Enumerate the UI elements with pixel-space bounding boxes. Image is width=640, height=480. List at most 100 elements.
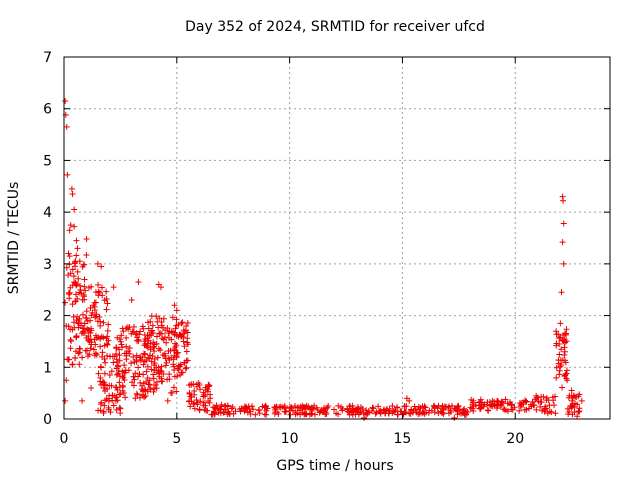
data-point bbox=[355, 405, 362, 412]
data-point bbox=[574, 413, 581, 420]
data-point bbox=[113, 350, 120, 357]
data-point bbox=[241, 408, 248, 415]
data-point bbox=[553, 364, 560, 371]
data-point bbox=[150, 375, 157, 382]
data-point bbox=[137, 357, 144, 364]
data-point bbox=[102, 359, 109, 366]
y-tick-label: 0 bbox=[43, 412, 52, 428]
data-point bbox=[137, 354, 144, 361]
data-point bbox=[169, 314, 176, 321]
data-point bbox=[188, 393, 195, 400]
data-point bbox=[79, 263, 86, 270]
data-point bbox=[143, 368, 150, 375]
data-point bbox=[83, 236, 90, 243]
axis-ticks: 0 5 10 15 20 0 1 2 3 4 5 6 7 bbox=[43, 50, 610, 447]
data-point bbox=[317, 408, 324, 415]
data-point bbox=[187, 403, 194, 410]
data-point bbox=[104, 333, 111, 340]
data-point bbox=[76, 345, 83, 352]
data-point bbox=[566, 408, 573, 415]
data-point bbox=[211, 408, 218, 415]
data-point bbox=[163, 339, 170, 346]
data-point bbox=[133, 352, 140, 359]
data-point bbox=[569, 397, 576, 404]
data-point bbox=[431, 403, 438, 410]
data-point bbox=[102, 397, 109, 404]
data-point bbox=[95, 334, 102, 341]
data-point bbox=[151, 348, 158, 355]
data-point bbox=[232, 408, 239, 415]
data-point bbox=[550, 397, 557, 404]
data-point bbox=[263, 411, 270, 418]
data-point bbox=[157, 347, 164, 354]
data-point bbox=[71, 260, 78, 267]
data-point bbox=[76, 258, 83, 265]
data-point bbox=[538, 393, 545, 400]
data-point bbox=[375, 403, 382, 410]
data-point bbox=[67, 345, 74, 352]
data-point bbox=[92, 350, 99, 357]
data-point bbox=[99, 284, 106, 291]
data-point bbox=[181, 343, 188, 350]
data-point bbox=[119, 325, 126, 332]
data-point bbox=[88, 384, 95, 391]
data-point bbox=[190, 401, 197, 408]
data-point bbox=[104, 352, 111, 359]
data-point bbox=[576, 391, 583, 398]
data-point bbox=[556, 335, 563, 342]
data-point bbox=[518, 401, 525, 408]
data-point bbox=[478, 402, 485, 409]
data-point bbox=[176, 331, 183, 338]
y-axis-label: SRMTID / TECUs bbox=[6, 182, 22, 295]
data-point bbox=[430, 402, 437, 409]
data-point bbox=[196, 407, 203, 414]
data-point bbox=[62, 97, 69, 104]
data-point bbox=[97, 343, 104, 350]
data-point bbox=[89, 309, 96, 316]
data-point bbox=[320, 408, 327, 415]
data-point bbox=[121, 350, 128, 357]
data-point bbox=[477, 399, 484, 406]
data-point bbox=[74, 320, 81, 327]
data-point bbox=[73, 237, 80, 244]
data-point bbox=[126, 344, 133, 351]
data-point bbox=[123, 343, 130, 350]
data-point bbox=[516, 407, 523, 414]
data-point bbox=[556, 341, 563, 348]
data-point bbox=[73, 317, 80, 324]
data-point bbox=[95, 281, 102, 288]
data-point bbox=[409, 409, 416, 416]
data-point bbox=[172, 325, 179, 332]
data-point bbox=[98, 399, 105, 406]
data-point bbox=[100, 378, 107, 385]
data-point bbox=[204, 388, 211, 395]
data-point bbox=[69, 361, 76, 368]
data-point bbox=[103, 288, 110, 295]
data-point bbox=[372, 410, 379, 417]
data-point bbox=[485, 407, 492, 414]
data-point bbox=[552, 410, 559, 417]
data-point bbox=[147, 386, 154, 393]
data-point bbox=[564, 377, 571, 384]
data-point bbox=[154, 354, 161, 361]
data-point bbox=[186, 397, 193, 404]
data-point bbox=[201, 406, 208, 413]
data-point bbox=[101, 402, 108, 409]
data-point bbox=[256, 410, 263, 417]
data-point bbox=[440, 407, 447, 414]
data-point bbox=[110, 284, 117, 291]
data-point bbox=[114, 334, 121, 341]
data-point bbox=[160, 370, 167, 377]
data-point bbox=[339, 407, 346, 414]
data-point bbox=[159, 378, 166, 385]
data-point bbox=[182, 365, 189, 372]
data-point bbox=[255, 407, 262, 414]
data-point bbox=[207, 391, 214, 398]
data-point bbox=[144, 363, 151, 370]
data-point bbox=[130, 373, 137, 380]
x-axis-label: GPS time / hours bbox=[276, 458, 393, 474]
data-point bbox=[206, 399, 213, 406]
data-point bbox=[79, 354, 86, 361]
data-point bbox=[200, 402, 207, 409]
data-point bbox=[183, 364, 190, 371]
